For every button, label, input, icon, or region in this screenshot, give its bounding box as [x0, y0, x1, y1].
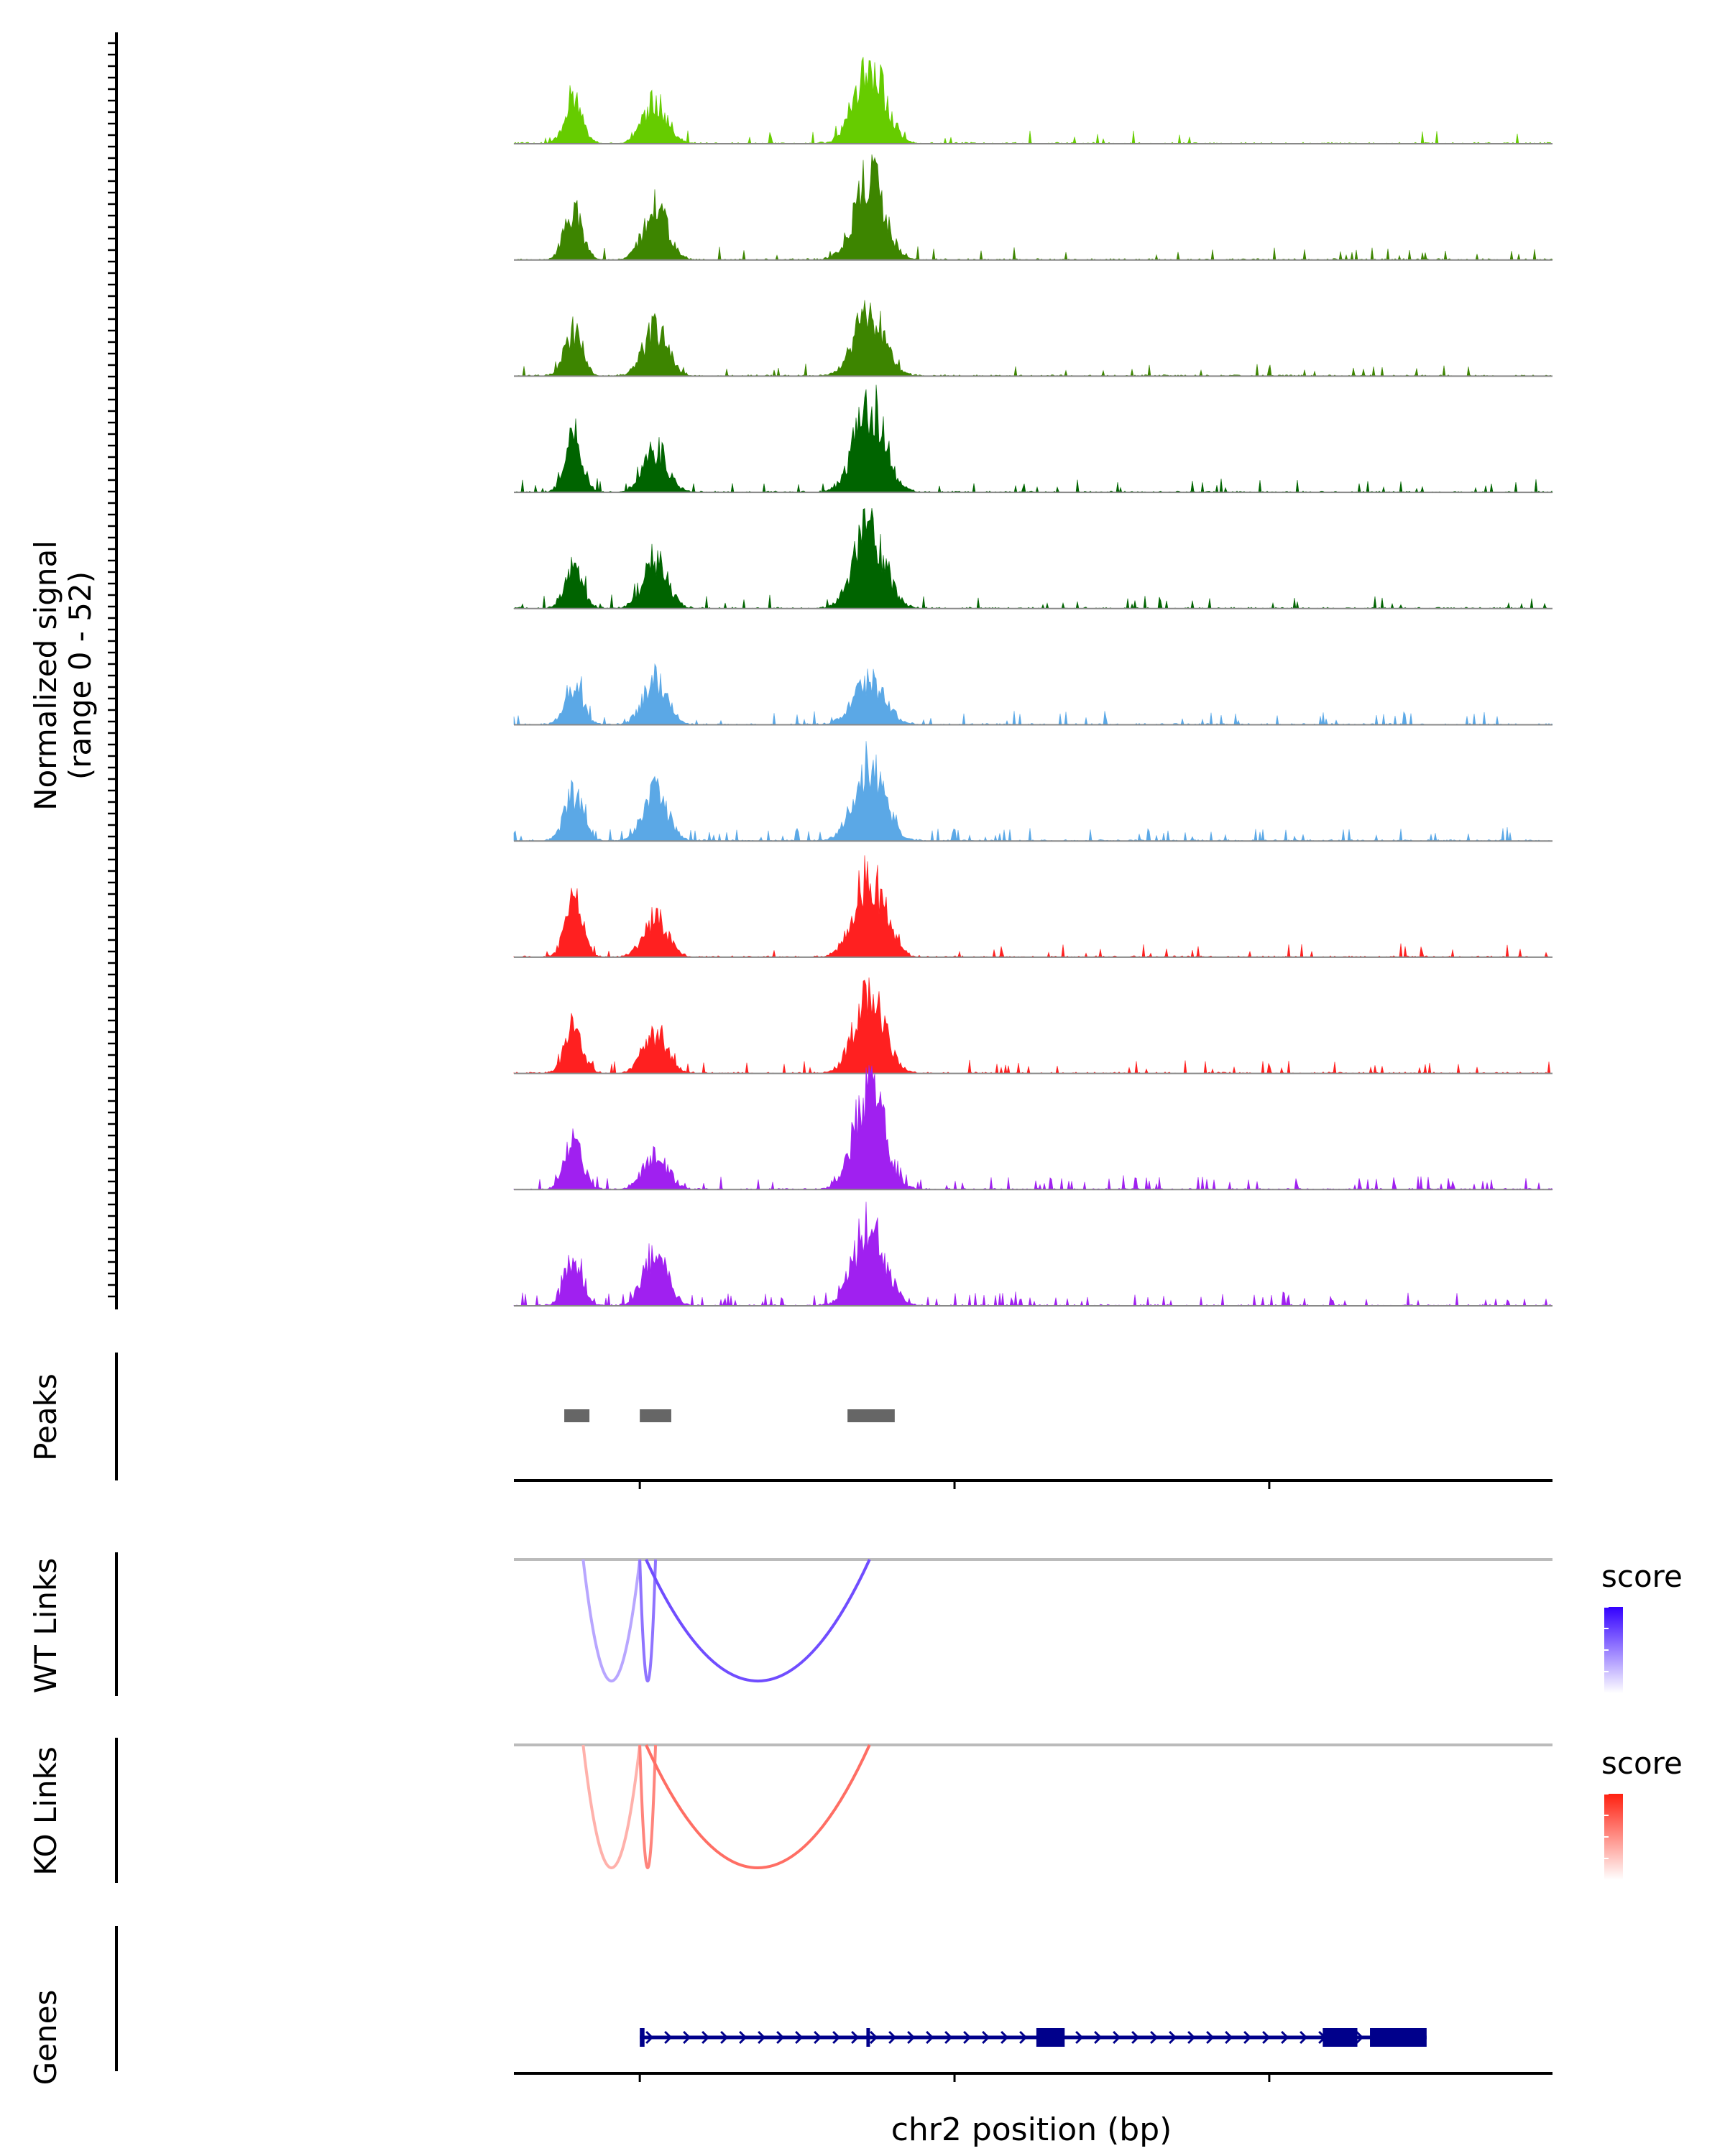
strand-arrow [907, 2030, 916, 2045]
genes-x-axis [514, 2072, 1552, 2082]
genes-panel [115, 1926, 1427, 2071]
wt-links-panel [115, 1552, 1623, 1696]
coverage-area [514, 300, 1552, 377]
coverage-area [514, 154, 1553, 261]
gene-exon [1370, 2028, 1427, 2047]
strand-arrow [1150, 2030, 1159, 2045]
coverage-track [513, 1202, 1552, 1307]
strand-arrow [1131, 2030, 1140, 2045]
strand-arrow [1075, 2030, 1084, 2045]
link-arc [581, 1744, 642, 1869]
gene-exon [1322, 2028, 1358, 2047]
link-arc [638, 1744, 658, 1869]
peaks-panel-label: Peaks [28, 1373, 63, 1461]
strand-arrow [683, 2030, 691, 2045]
wt-links-panel-label: WT Links [28, 1558, 63, 1693]
link-arc [581, 1559, 642, 1683]
genes-panel-label: Genes [28, 1990, 63, 2086]
coverage-track [513, 663, 1553, 726]
strand-arrow [720, 2030, 729, 2045]
coverage-area [513, 1202, 1552, 1307]
strand-arrow [776, 2030, 785, 2045]
wt-links-legend-title: score [1601, 1559, 1683, 1594]
strand-arrow [795, 2030, 804, 2045]
strand-arrow [1243, 2030, 1252, 2045]
link-arc [638, 1559, 658, 1683]
ko-links-legend-title: score [1601, 1746, 1683, 1781]
coverage-area [513, 741, 1552, 842]
strand-arrow [982, 2030, 990, 2045]
coverage-area [513, 1065, 1553, 1190]
strand-arrow [926, 2030, 934, 2045]
strand-arrow [739, 2030, 748, 2045]
strand-arrow [814, 2030, 822, 2045]
coverage-area [513, 663, 1553, 726]
y-axis-label-line1: Normalized signal [28, 540, 63, 811]
strand-arrow [758, 2030, 766, 2045]
coverage-area [513, 855, 1552, 958]
strand-arrow [1169, 2030, 1177, 2045]
peaks-panel [115, 1353, 895, 1480]
strand-arrow [1281, 2030, 1289, 2045]
strand-arrow [870, 2030, 878, 2045]
strand-arrow [1300, 2030, 1308, 2045]
coverage-area [513, 57, 1552, 144]
strand-arrow [1356, 2030, 1364, 2045]
peaks-x-axis [514, 1479, 1552, 1489]
strand-arrow [832, 2030, 841, 2045]
strand-arrow [944, 2030, 953, 2045]
peak-region [847, 1409, 895, 1422]
coverage-tracks [108, 32, 1553, 1309]
gene-exon [866, 2028, 870, 2047]
coverage-area [514, 384, 1553, 493]
strand-arrow [851, 2030, 860, 2045]
strand-arrow [702, 2030, 710, 2045]
coverage-track [514, 154, 1553, 261]
y-axis-label-line2: (range 0 - 52) [63, 571, 98, 780]
coverage-track [513, 507, 1552, 609]
strand-arrow [963, 2030, 972, 2045]
link-arc [645, 1559, 871, 1682]
peak-region [564, 1409, 590, 1422]
strand-arrow [1113, 2030, 1121, 2045]
ko-links-panel-label: KO Links [28, 1746, 63, 1876]
gene-exon [1036, 2028, 1065, 2047]
coverage-track [513, 1065, 1553, 1191]
gene-exon [640, 2028, 645, 2047]
strand-arrow [1019, 2030, 1028, 2045]
coverage-track [513, 57, 1552, 144]
peak-region [640, 1409, 671, 1422]
strand-arrow [664, 2030, 673, 2045]
coverage-track [513, 977, 1552, 1074]
strand-arrow [1094, 2030, 1103, 2045]
x-axis-title: chr2 position (bp) [891, 2111, 1172, 2148]
coverage-track [514, 300, 1552, 377]
link-arc [645, 1744, 871, 1869]
coverage-area [513, 507, 1552, 609]
ko-links-panel [115, 1738, 1623, 1883]
coverage-track [514, 384, 1553, 494]
strand-arrow [1000, 2030, 1009, 2045]
strand-arrow [1225, 2030, 1233, 2045]
strand-arrow [645, 2030, 654, 2045]
strand-arrow [1187, 2030, 1196, 2045]
coverage-track [513, 741, 1552, 842]
coverage-track [513, 855, 1552, 958]
coverage-area [513, 977, 1552, 1074]
strand-arrow [1206, 2030, 1215, 2045]
strand-arrow [1262, 2030, 1271, 2045]
strand-arrow [888, 2030, 897, 2045]
